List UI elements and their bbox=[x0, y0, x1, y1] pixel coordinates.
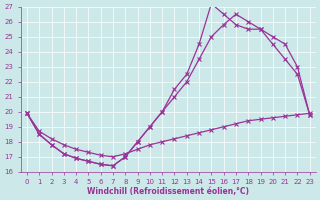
X-axis label: Windchill (Refroidissement éolien,°C): Windchill (Refroidissement éolien,°C) bbox=[87, 187, 249, 196]
